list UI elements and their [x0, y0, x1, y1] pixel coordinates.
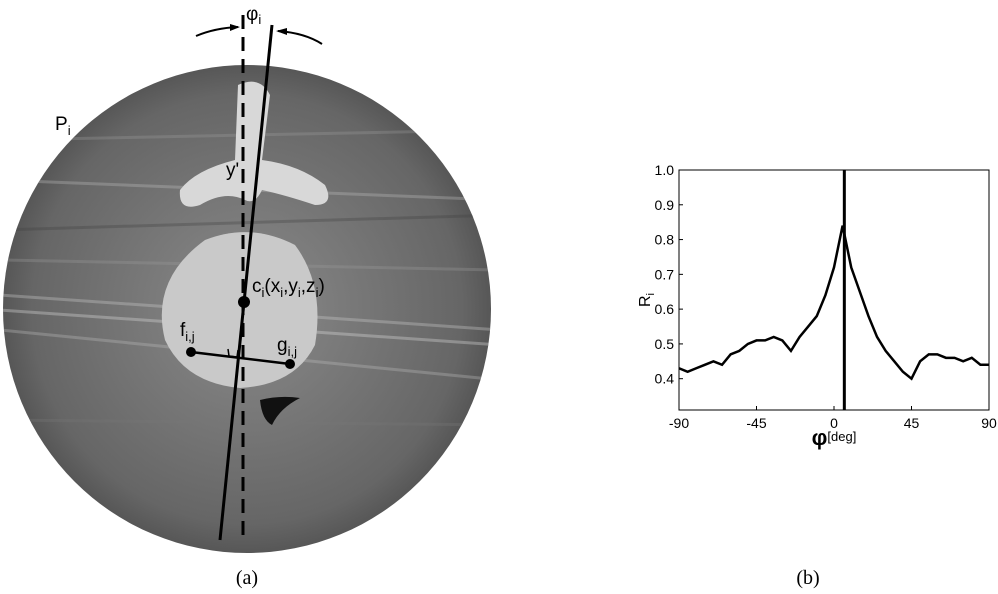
label-y: y': [226, 160, 239, 181]
label-plane: Pi: [55, 114, 71, 138]
label-main: R: [637, 295, 654, 307]
point-f: [186, 347, 196, 357]
point-g: [285, 359, 295, 369]
label-part: ): [318, 276, 324, 297]
air-pocket: [260, 396, 300, 425]
caption: (a): [236, 567, 258, 589]
ct-image: [3, 15, 491, 553]
line-series: [678, 225, 989, 381]
label-main: g: [277, 335, 288, 356]
x-tick-label: -45: [746, 415, 766, 431]
label-sub: i,j: [288, 344, 298, 359]
label-phi: φi: [246, 4, 261, 27]
arrowhead: [230, 24, 240, 31]
y-tick-label: 0.4: [655, 371, 675, 387]
arrowhead: [276, 28, 287, 35]
x-axis-label: φ[deg]: [812, 425, 857, 450]
label-main: φ: [246, 4, 258, 25]
chart: 0.4 0.5 0.6 0.7 0.8 0.9 1.0 -90 -45 0 45 90: [655, 162, 997, 431]
label-sub: i,j: [185, 329, 195, 344]
x-tick-label: 0: [830, 415, 838, 431]
fg-segment: [190, 350, 291, 366]
label-sub: i: [316, 285, 319, 300]
x-tick-label: 45: [904, 415, 920, 431]
label-main: f: [180, 320, 186, 341]
y-tick-label: 0.7: [655, 266, 675, 282]
label-sub: i: [68, 123, 71, 138]
label-sub: i: [262, 285, 265, 300]
label-f: fi,j: [180, 320, 195, 344]
y-tick-label: 0.6: [655, 301, 675, 317]
y-tick-label: 0.9: [655, 197, 675, 213]
vertebra-arch: [179, 81, 329, 207]
label-main: φ: [812, 425, 828, 450]
label-sub: i: [298, 285, 301, 300]
x-tick-label: 90: [981, 415, 997, 431]
y-tick-label: 1.0: [655, 162, 675, 178]
label-unit: [deg]: [827, 429, 856, 444]
y-tick-label: 0.5: [655, 336, 675, 352]
label-part: c: [252, 276, 262, 297]
label-center: ci(xi,yi,zi): [252, 276, 325, 300]
label-main: P: [55, 114, 68, 135]
center-point: [238, 296, 250, 308]
plot-frame: [678, 169, 990, 411]
caption: (b): [796, 567, 819, 589]
right-angle: [227, 348, 239, 358]
rotated-axis: [218, 24, 274, 541]
label-sub: i: [645, 293, 657, 295]
y-axis-label: Ri: [637, 293, 657, 307]
label-part: ,y: [283, 276, 298, 297]
label-part: (x: [264, 276, 280, 297]
label-part: ,z: [301, 276, 316, 297]
x-tick-label: -90: [669, 415, 689, 431]
label-g: gi,j: [277, 335, 297, 359]
label-sub: i: [258, 12, 261, 27]
y-tick-label: 0.8: [655, 232, 675, 248]
label-sub: i: [280, 285, 283, 300]
vertebra-body: [161, 232, 318, 388]
